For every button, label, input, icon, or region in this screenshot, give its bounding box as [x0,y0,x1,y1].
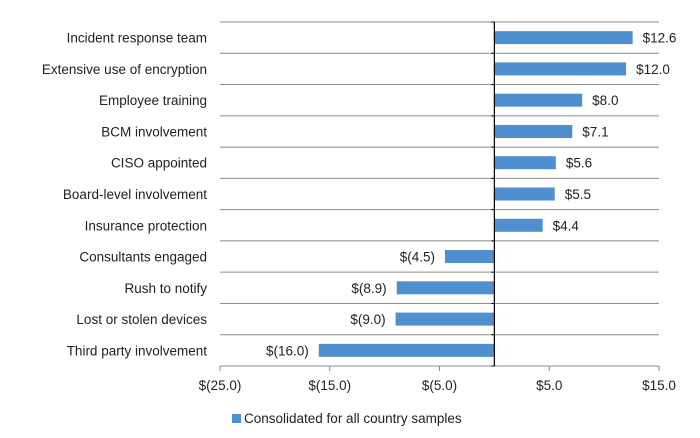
x-tick-label: $15.0 [642,378,676,393]
data-label: $4.4 [553,218,580,233]
legend-label: Consolidated for all country samples [244,411,462,426]
category-label: Lost or stolen devices [76,312,207,327]
data-label: $(16.0) [266,343,309,358]
x-tick-label: $(25.0) [199,378,242,393]
bar [318,343,495,357]
data-label: $(8.9) [351,281,386,296]
category-label: Rush to notify [124,281,207,296]
data-label: $5.5 [565,187,591,202]
category-label: Extensive use of encryption [42,62,207,77]
bar [395,312,495,326]
bar [494,31,633,45]
category-label: Insurance protection [85,218,207,233]
category-label: Incident response team [67,31,207,46]
bar [494,93,583,107]
category-label: Third party involvement [67,343,208,358]
bar [444,250,495,264]
bar [494,218,543,232]
x-tick-label: $(5.0) [422,378,457,393]
bar [396,281,495,295]
data-label: $7.1 [582,124,608,139]
data-label: $(9.0) [350,312,385,327]
category-label: Board-level involvement [63,187,207,202]
data-label: $12.6 [643,31,677,46]
bar [494,156,556,170]
x-tick-label: $5.0 [536,378,562,393]
data-label: $8.0 [592,93,618,108]
data-label: $5.6 [566,156,592,171]
data-label: $(4.5) [400,250,435,265]
category-label: BCM involvement [101,124,207,139]
x-tick-label: $(15.0) [308,378,351,393]
bar [494,187,555,201]
legend-swatch [232,414,241,423]
bar [494,124,573,138]
bar [494,62,627,76]
category-label: Consultants engaged [79,250,207,265]
category-label: CISO appointed [111,156,207,171]
data-label: $12.0 [636,62,670,77]
category-label: Employee training [99,93,207,108]
